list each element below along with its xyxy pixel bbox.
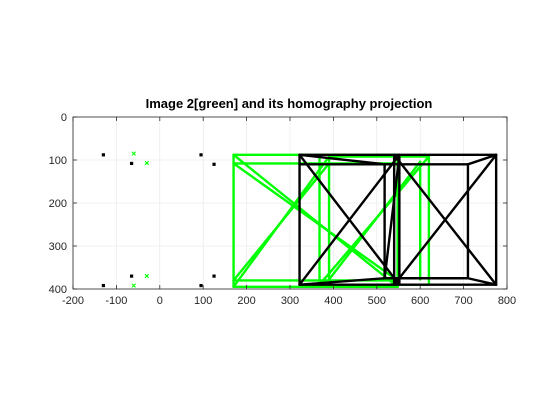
data-point-square-marker — [129, 274, 134, 278]
data-point-x-marker — [144, 273, 149, 279]
y-tick-label: 0 — [61, 112, 67, 124]
series-3 — [101, 153, 216, 288]
data-point-x-marker — [144, 160, 149, 166]
y-tick-label: 100 — [49, 155, 67, 167]
data-point-x-marker — [131, 151, 136, 156]
x-tick-label: 400 — [324, 295, 342, 307]
y-tick-label: 200 — [49, 198, 67, 210]
series-segment — [232, 162, 399, 282]
data-point-square-marker — [199, 153, 203, 157]
y-tick-label: 400 — [49, 284, 67, 296]
data-point-square-marker — [212, 162, 216, 166]
series-segment — [298, 153, 386, 166]
data-point-x-marker — [131, 283, 136, 288]
y-tick-label: 300 — [49, 241, 67, 253]
data-point-square-marker — [129, 161, 134, 166]
data-point-square-marker — [212, 274, 216, 278]
data-point-square-marker — [101, 153, 105, 157]
x-tick-label: -100 — [105, 295, 127, 307]
x-tick-label: 600 — [411, 295, 429, 307]
x-tick-label: 200 — [237, 295, 255, 307]
series-segment — [327, 160, 422, 281]
x-tick-label: 700 — [454, 295, 472, 307]
data-point-square-marker — [199, 283, 203, 288]
x-tick-label: -200 — [62, 295, 84, 307]
x-tick-label: 500 — [368, 295, 386, 307]
series-segment — [392, 153, 498, 286]
series-segment — [298, 153, 401, 286]
series-segment — [232, 162, 331, 282]
x-tick-label: 800 — [498, 295, 516, 307]
data-point-square-marker — [101, 283, 105, 288]
x-tick-label: 300 — [281, 295, 299, 307]
series-segment — [466, 153, 498, 166]
chart-title: Image 2[green] and its homography projec… — [146, 96, 433, 111]
x-tick-label: 0 — [157, 295, 163, 307]
series-1 — [298, 153, 498, 286]
series-segment — [383, 154, 401, 280]
axis-ticks: -200 -100 0 100 200 300 400 500 600 700 800 0 100 200… — [49, 112, 517, 307]
series-segment — [466, 277, 498, 286]
series-2 — [131, 151, 149, 288]
series-segment — [298, 277, 386, 286]
plot-area — [101, 151, 498, 289]
x-tick-label: 100 — [194, 295, 212, 307]
